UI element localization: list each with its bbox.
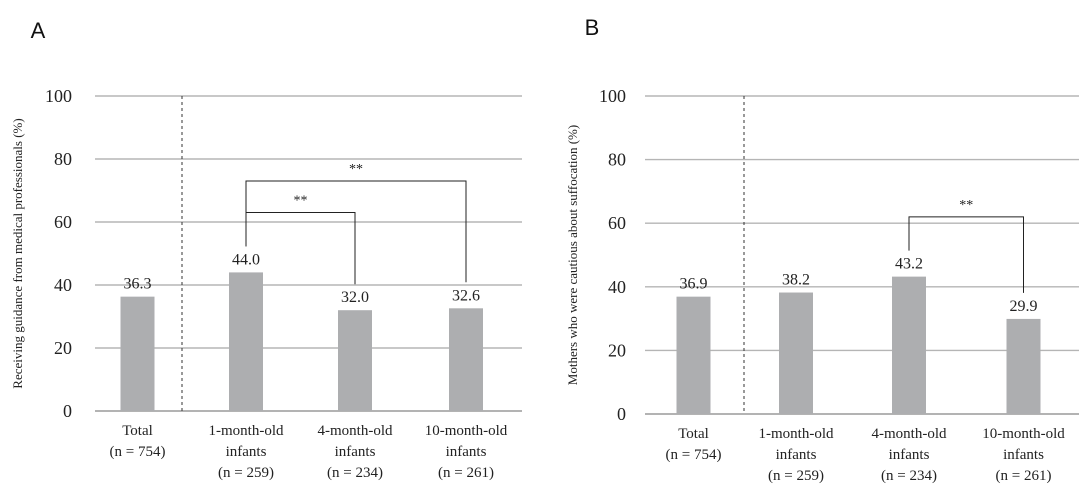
category-label-line: 4-month-old xyxy=(318,423,393,439)
bracket-line xyxy=(908,216,1024,293)
bar xyxy=(229,272,263,411)
y-tick-label: 60 xyxy=(608,213,626,233)
category-label-line: (n = 234) xyxy=(881,468,937,484)
y-tick-label: 40 xyxy=(54,275,72,295)
y-axis-label: Receiving guidance from medical professi… xyxy=(10,118,25,388)
category-label-line: (n = 259) xyxy=(218,465,274,481)
category-label: 10-month-old infants (n = 261) xyxy=(982,426,1065,484)
bar xyxy=(338,310,372,411)
category-label-line: infants xyxy=(889,447,930,463)
category-label-line: (n = 261) xyxy=(438,465,494,481)
bar-value-label: 38.2 xyxy=(782,272,810,289)
bar-value-label: 32.6 xyxy=(452,287,480,304)
bar xyxy=(120,296,155,411)
panel-letter: B xyxy=(585,15,600,40)
category-label-line: infants xyxy=(776,447,817,463)
category-label-line: infants xyxy=(446,444,487,460)
category-label: 4-month-old infants (n = 234) xyxy=(318,423,393,481)
category-label-line: Total xyxy=(678,426,709,442)
category-label-line: (n = 259) xyxy=(768,468,824,484)
y-tick-label: 100 xyxy=(45,86,72,106)
y-tick-label: 100 xyxy=(599,86,626,106)
bar-value-label: 36.9 xyxy=(680,276,708,293)
y-tick-label: 20 xyxy=(54,338,72,358)
category-label: 1-month-old infants (n = 259) xyxy=(209,423,284,481)
bar xyxy=(892,276,926,414)
bar-value-label: 44.0 xyxy=(232,251,260,268)
bar-value-label: 43.2 xyxy=(895,256,923,273)
category-label-line: infants xyxy=(335,444,376,460)
y-tick-label: 0 xyxy=(63,401,72,421)
category-label-line: Total xyxy=(122,423,153,439)
category-label-line: (n = 261) xyxy=(996,468,1052,484)
significance-label: ** xyxy=(294,194,308,209)
category-label-line: 10-month-old xyxy=(982,426,1065,442)
bar xyxy=(1006,318,1041,414)
category-label-line: infants xyxy=(1003,447,1044,463)
y-tick-label: 80 xyxy=(608,150,626,170)
bracket-line xyxy=(245,180,467,283)
category-label-line: 1-month-old xyxy=(759,426,834,442)
category-label: Total (n = 754) xyxy=(110,423,166,460)
category-label-line: 1-month-old xyxy=(209,423,284,439)
significance-bracket: ** xyxy=(908,198,1024,293)
category-label-line: 4-month-old xyxy=(872,426,947,442)
category-label-line: 10-month-old xyxy=(425,423,508,439)
significance-label: ** xyxy=(349,162,363,177)
category-label-line: (n = 754) xyxy=(110,444,166,460)
y-tick-label: 60 xyxy=(54,212,72,232)
bar xyxy=(779,292,813,414)
bar xyxy=(676,296,711,414)
category-label-line: (n = 234) xyxy=(327,465,383,481)
y-tick-label: 20 xyxy=(608,340,626,360)
bar-value-label: 36.3 xyxy=(124,276,152,293)
category-label: 10-month-old infants (n = 261) xyxy=(425,423,508,481)
category-label-line: infants xyxy=(226,444,267,460)
bracket-line xyxy=(245,212,356,285)
y-tick-label: 40 xyxy=(608,277,626,297)
category-label: Total (n = 754) xyxy=(666,426,722,463)
panel-letter: A xyxy=(31,18,46,43)
category-label: 1-month-old infants (n = 259) xyxy=(759,426,834,484)
chart-panel-b: B 0 20 40 60 80 100 Mothers who were cautious a… xyxy=(565,15,1079,484)
chart-panel-a: A 0 20 40 60 80 100 Receiving guidance from med… xyxy=(10,18,522,481)
y-tick-label: 0 xyxy=(617,404,626,424)
bar xyxy=(449,308,483,411)
bar-value-label: 32.0 xyxy=(341,289,369,306)
y-tick-label: 80 xyxy=(54,149,72,169)
bar-value-label: 29.9 xyxy=(1010,298,1038,315)
category-label: 4-month-old infants (n = 234) xyxy=(872,426,947,484)
category-label-line: (n = 754) xyxy=(666,447,722,463)
significance-label: ** xyxy=(959,198,973,213)
y-axis-label: Mothers who were cautious about suffocat… xyxy=(565,125,580,385)
significance-bracket: ** xyxy=(245,194,356,285)
